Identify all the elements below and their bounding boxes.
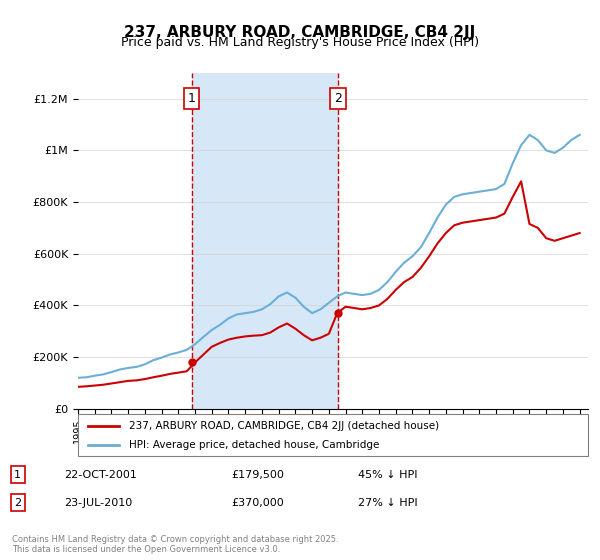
Text: 1: 1	[188, 92, 196, 105]
Text: £370,000: £370,000	[231, 498, 284, 507]
Text: Contains HM Land Registry data © Crown copyright and database right 2025.
This d: Contains HM Land Registry data © Crown c…	[12, 535, 338, 554]
Text: 27% ↓ HPI: 27% ↓ HPI	[358, 498, 417, 507]
Text: 22-OCT-2001: 22-OCT-2001	[64, 470, 137, 479]
Text: 2: 2	[334, 92, 342, 105]
Text: HPI: Average price, detached house, Cambridge: HPI: Average price, detached house, Camb…	[129, 440, 379, 450]
FancyBboxPatch shape	[78, 414, 588, 456]
Text: 237, ARBURY ROAD, CAMBRIDGE, CB4 2JJ (detached house): 237, ARBURY ROAD, CAMBRIDGE, CB4 2JJ (de…	[129, 421, 439, 431]
Text: £179,500: £179,500	[231, 470, 284, 479]
Text: Price paid vs. HM Land Registry's House Price Index (HPI): Price paid vs. HM Land Registry's House …	[121, 36, 479, 49]
Text: 237, ARBURY ROAD, CAMBRIDGE, CB4 2JJ: 237, ARBURY ROAD, CAMBRIDGE, CB4 2JJ	[124, 25, 476, 40]
Bar	[192, 73, 338, 409]
Text: 1: 1	[14, 470, 21, 479]
Text: 23-JUL-2010: 23-JUL-2010	[64, 498, 132, 507]
Text: 2: 2	[14, 498, 22, 507]
Text: 45% ↓ HPI: 45% ↓ HPI	[358, 470, 417, 479]
